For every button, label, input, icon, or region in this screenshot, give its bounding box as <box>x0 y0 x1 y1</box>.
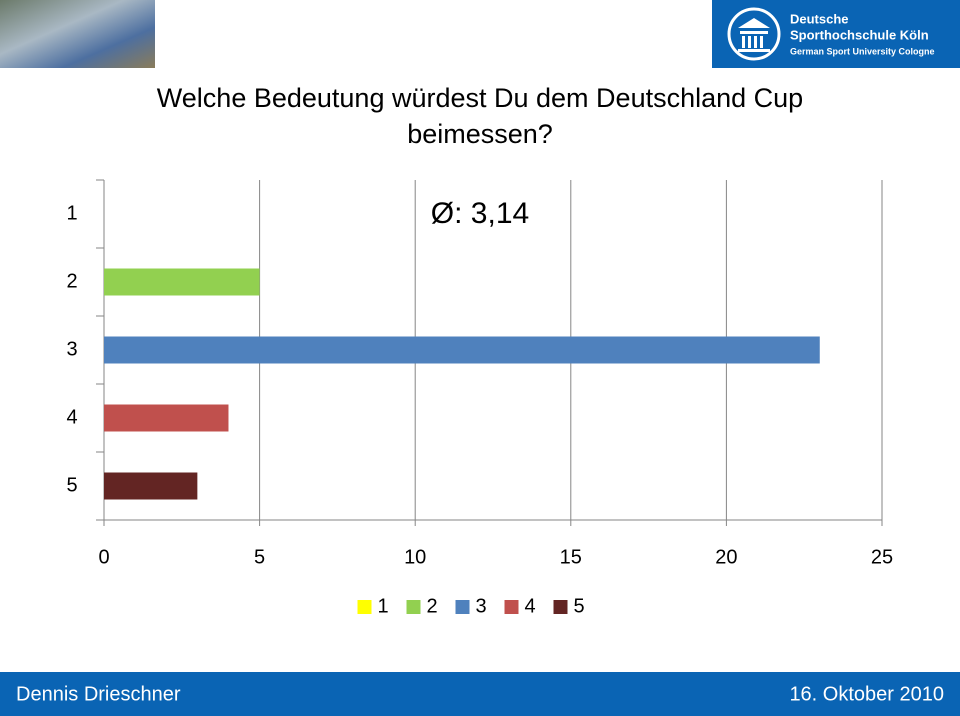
footer-bar <box>0 672 960 716</box>
x-tick-label: 20 <box>715 546 737 568</box>
chart-title: Welche Bedeutung würdest Du dem Deutschl… <box>156 83 804 149</box>
legend-swatch <box>504 600 519 614</box>
legend-label: 1 <box>378 595 389 617</box>
annotation: Ø: 3,14 <box>431 197 529 230</box>
logo-emblem <box>727 7 781 61</box>
logo-text: German Sport University Cologne <box>790 46 935 56</box>
legend-label: 5 <box>574 595 585 617</box>
legend-label: 2 <box>427 595 438 617</box>
legend-swatch <box>455 600 470 614</box>
y-tick-label: 3 <box>66 338 77 360</box>
x-tick-label: 15 <box>560 546 582 568</box>
x-tick-label: 25 <box>871 546 893 568</box>
bar <box>104 404 229 432</box>
logo-text: Sporthochschule Köln <box>790 27 929 42</box>
legend-label: 4 <box>525 595 536 617</box>
legend-label: 3 <box>476 595 487 617</box>
logo-icon <box>738 18 770 52</box>
legend-swatch <box>406 600 421 614</box>
y-tick-label: 2 <box>66 270 77 292</box>
bar <box>104 268 260 296</box>
logo-text: Deutsche <box>790 11 849 26</box>
bar <box>104 336 820 364</box>
y-tick-label: 5 <box>66 474 77 496</box>
x-tick-label: 5 <box>254 546 265 568</box>
y-tick-label: 1 <box>66 202 77 224</box>
legend-swatch <box>357 600 372 614</box>
header-photo <box>0 0 155 68</box>
footer-date: 16. Oktober 2010 <box>789 683 944 705</box>
legend-swatch <box>553 600 568 614</box>
footer-author: Dennis Drieschner <box>16 683 181 705</box>
x-tick-label: 0 <box>98 546 109 568</box>
y-tick-label: 4 <box>66 406 77 428</box>
x-tick-label: 10 <box>404 546 426 568</box>
bar <box>104 472 198 500</box>
